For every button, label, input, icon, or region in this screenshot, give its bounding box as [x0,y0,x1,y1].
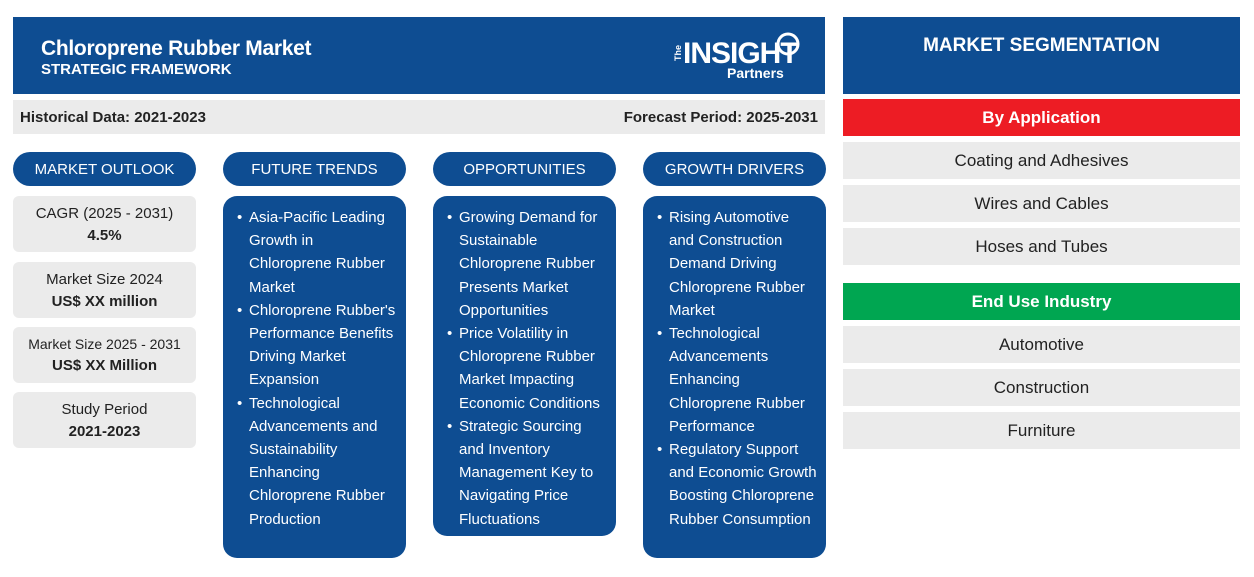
opportunities-panel: Growing Demand for Sustainable Chloropre… [433,196,616,536]
report-header: Chloroprene Rubber Market STRATEGIC FRAM… [13,17,825,94]
segment-item: Construction [843,369,1240,406]
logo-arc-icon [776,32,800,56]
stat-value: US$ XX Million [51,357,157,374]
stat-value: US$ XX million [51,293,158,310]
stat-label: Market Size 2024 [46,271,163,288]
list-item: Rising Automotive and Construction Deman… [657,206,818,322]
logo-partners: Partners [727,65,784,81]
segment-item: Wires and Cables [843,185,1240,222]
market-size-forecast-card: Market Size 2025 - 2031 US$ XX Million [13,327,196,383]
stat-value: 2021-2023 [68,423,141,440]
stat-label: CAGR (2025 - 2031) [35,205,174,222]
period-bar: Historical Data: 2021-2023 Forecast Peri… [13,100,825,134]
list-item: Technological Advancements and Sustainab… [237,392,398,531]
stat-label: Study Period [61,401,148,418]
historical-data: Historical Data: 2021-2023 [20,109,206,126]
logo-the: The [673,44,683,61]
future-trends-heading: FUTURE TRENDS [223,152,406,186]
segment-item: Furniture [843,412,1240,449]
future-trends-panel: Asia-Pacific Leading Growth in Chloropre… [223,196,406,558]
forecast-period: Forecast Period: 2025-2031 [623,109,818,126]
list-item: Chloroprene Rubber's Performance Benefit… [237,299,398,392]
study-period-card: Study Period 2021-2023 [13,392,196,448]
list-item: Asia-Pacific Leading Growth in Chloropre… [237,206,398,299]
market-segmentation-heading: MARKET SEGMENTATION [843,17,1240,94]
stat-value: 4.5% [87,227,122,244]
market-outlook-heading: MARKET OUTLOOK [13,152,196,186]
list-item: Strategic Sourcing and Inventory Managem… [447,415,608,531]
segment-item: Hoses and Tubes [843,228,1240,265]
list-item: Price Volatility in Chloroprene Rubber M… [447,322,608,415]
segment-item: Coating and Adhesives [843,142,1240,179]
cagr-card: CAGR (2025 - 2031) 4.5% [13,196,196,252]
market-size-2024-card: Market Size 2024 US$ XX million [13,262,196,318]
opportunities-heading: OPPORTUNITIES [433,152,616,186]
by-application-heading: By Application [843,99,1240,136]
stat-label: Market Size 2025 - 2031 [28,336,181,352]
list-item: Growing Demand for Sustainable Chloropre… [447,206,608,322]
growth-drivers-panel: Rising Automotive and Construction Deman… [643,196,826,558]
report-subtitle: STRATEGIC FRAMEWORK [41,61,232,78]
report-title: Chloroprene Rubber Market [41,37,312,60]
segment-item: Automotive [843,326,1240,363]
end-use-industry-heading: End Use Industry [843,283,1240,320]
list-item: Regulatory Support and Economic Growth B… [657,438,818,531]
insight-partners-logo: The INSIGHT Partners [665,31,805,83]
growth-drivers-heading: GROWTH DRIVERS [643,152,826,186]
list-item: Technological Advancements Enhancing Chl… [657,322,818,438]
